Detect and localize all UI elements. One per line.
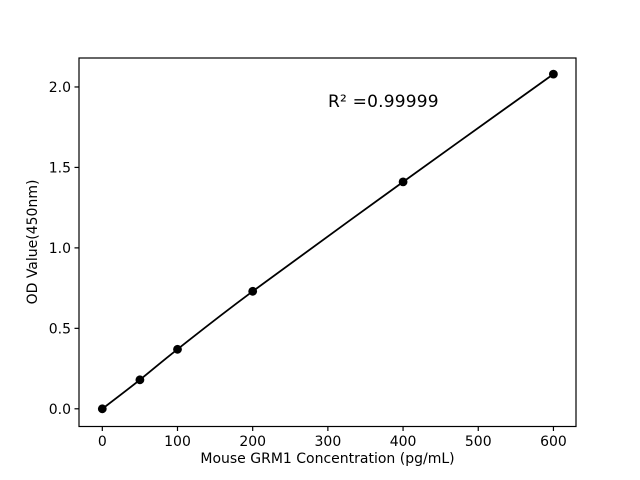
data-point-marker <box>97 404 107 414</box>
y-axis-title: OD Value(450nm) <box>25 179 41 305</box>
y-tick-label: 1.5 <box>49 160 71 176</box>
plot-frame <box>78 57 577 428</box>
x-axis-title: Mouse GRM1 Concentration (pg/mL) <box>200 451 455 467</box>
y-tick-label: 0.5 <box>49 321 71 337</box>
standard-curve-line <box>101 73 555 410</box>
x-tick-label: 500 <box>465 434 492 450</box>
x-tick-label: 300 <box>315 434 342 450</box>
x-tick-label: 200 <box>239 434 266 450</box>
y-tick-label: 1.0 <box>49 241 71 257</box>
x-tick-label: 100 <box>164 434 191 450</box>
data-point-marker <box>398 177 408 187</box>
r-squared-annotation: R² =0.99999 <box>328 92 439 112</box>
data-point-marker <box>248 286 258 296</box>
x-tick-label: 0 <box>98 434 107 450</box>
data-point-marker <box>135 375 145 385</box>
y-tick-label: 0.0 <box>49 402 71 418</box>
x-tick-label: 400 <box>390 434 417 450</box>
data-point-marker <box>173 344 182 354</box>
x-tick-label: 600 <box>540 434 567 450</box>
y-tick-label: 2.0 <box>49 80 71 96</box>
data-point-marker <box>549 69 558 79</box>
